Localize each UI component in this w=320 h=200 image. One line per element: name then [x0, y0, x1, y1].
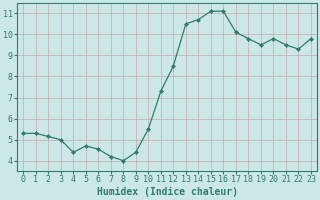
- X-axis label: Humidex (Indice chaleur): Humidex (Indice chaleur): [97, 187, 237, 197]
